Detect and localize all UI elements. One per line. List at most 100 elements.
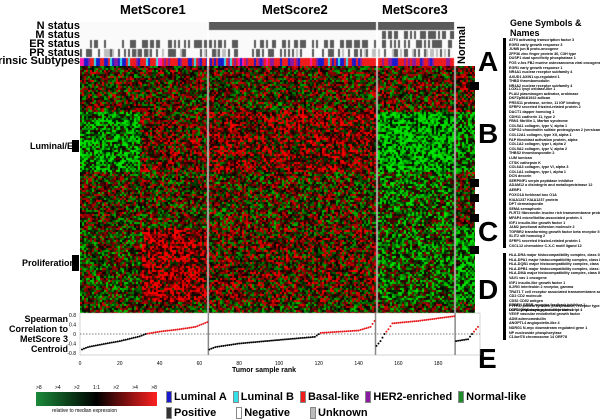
data-point: [379, 340, 382, 343]
x-tick-label: 80: [236, 361, 242, 367]
gene-name: THBD thrombomodulin: [509, 79, 550, 84]
data-point: [222, 344, 225, 347]
data-point: [399, 321, 402, 324]
data-point: [445, 316, 448, 319]
gene-name: C14orf78 chromosome 14 ORF78: [509, 335, 567, 340]
data-point: [248, 341, 251, 344]
data-point: [180, 327, 183, 330]
gene-name: FLRT2 fibronectin leucine rich transmemb…: [509, 211, 600, 216]
data-point: [230, 343, 233, 346]
legend-label: Unknown: [318, 407, 368, 419]
data-point: [264, 340, 267, 343]
data-point: [210, 347, 213, 350]
data-point: [347, 330, 350, 333]
gene-name: LOXL1 lysyl oxidase-like 1: [509, 87, 556, 91]
x-axis-label: Tumor sample rank: [232, 367, 297, 374]
data-point: [162, 330, 165, 333]
legend-item: Negative: [236, 407, 290, 419]
gene-name: IL2RG interleukin 2 receptor, gamma: [509, 285, 574, 290]
legend-label: Positive: [174, 407, 217, 419]
gene-name: PTPRC protein tyrosine phosphatase, rece…: [509, 303, 600, 308]
data-point: [122, 339, 125, 342]
cluster-marker: [470, 179, 479, 187]
data-point: [268, 339, 271, 342]
data-point: [425, 318, 428, 321]
data-point: [463, 338, 466, 341]
data-point: [367, 326, 370, 329]
data-point: [142, 333, 145, 336]
data-point: [168, 329, 171, 332]
legend-swatch: [299, 391, 306, 403]
data-point: [270, 339, 273, 342]
data-point: [353, 329, 356, 332]
x-tick-label: 160: [394, 361, 403, 367]
data-point: [293, 337, 296, 340]
legend-swatch: [458, 391, 465, 403]
y-tick-label: 0.8: [69, 313, 76, 319]
data-point: [371, 322, 374, 325]
data-point: [345, 330, 348, 333]
row-label-intrinsic-subtypes: Intrinsic Subtypes: [0, 55, 80, 67]
legend-label: HER2-enriched: [373, 391, 453, 403]
gene-name: SFRP1 secreted frizzled-related protein …: [509, 238, 581, 243]
gene-name: COL12A1 collagen, type XII, alpha 1: [509, 132, 572, 137]
data-point: [240, 342, 243, 345]
cluster-marker: [470, 214, 479, 222]
data-point: [307, 336, 310, 339]
data-point: [315, 334, 318, 337]
gene-name: KIAA1237 KIAA1237 protein: [509, 197, 558, 202]
data-point: [174, 328, 177, 331]
cluster-letter-a: A: [478, 46, 499, 77]
data-point: [80, 348, 83, 351]
data-point: [287, 338, 290, 341]
legend-item: Positive: [166, 407, 216, 419]
data-point: [156, 330, 159, 333]
gene-name: DUSP1 dual specificity phosphatase 1: [509, 56, 576, 61]
data-point: [158, 330, 161, 333]
gene-name: FOS v-fos FBJ murine osteosarcoma viral …: [509, 60, 600, 65]
data-point: [351, 329, 354, 332]
data-point: [178, 328, 181, 331]
gene-name: HLA-DRA major histocompatibility complex…: [509, 253, 600, 257]
data-point: [417, 319, 420, 322]
data-point: [128, 337, 131, 340]
data-point: [433, 317, 436, 320]
data-point: [148, 332, 151, 335]
data-point: [96, 344, 99, 347]
legend-item: Luminal A: [166, 391, 227, 403]
legend-swatch: [232, 391, 239, 403]
data-point: [242, 342, 245, 345]
data-point: [443, 316, 446, 319]
data-point: [172, 328, 175, 331]
gene-name: TGFBR2 transforming growth factor beta r…: [509, 229, 600, 234]
data-point: [447, 315, 450, 318]
data-point: [291, 337, 294, 340]
data-point: [317, 333, 320, 336]
data-point: [369, 325, 372, 328]
gene-name: IGF1 insulin-like growth factor 1: [509, 280, 566, 285]
gene-name: COL5A1 collagen, type V, alpha 1: [509, 123, 568, 128]
data-point: [431, 318, 434, 321]
sample-annotation-tracks: [80, 22, 475, 66]
data-point: [457, 339, 460, 342]
gene-name: MFAP4 microfibrillar-associated protein …: [509, 215, 582, 220]
gene-name: TRAT1 T cell receptor associated transme…: [509, 289, 600, 294]
color-scale-bar: [36, 392, 157, 406]
data-point: [437, 317, 440, 320]
color-scale-tick: >8: [36, 385, 42, 391]
data-point: [88, 345, 91, 348]
data-point: [170, 329, 173, 332]
color-scale-tick: >4: [55, 385, 61, 391]
data-point: [260, 340, 263, 343]
data-point: [182, 327, 185, 330]
gene-name: THBS2 thrombospondin 2: [509, 151, 555, 156]
gene-name: COL1A1 collagen, type I, alpha 1: [509, 169, 566, 174]
data-point: [208, 348, 211, 351]
y-tick-label: -0.4: [67, 342, 76, 348]
data-point: [118, 340, 121, 343]
row-label-pr-status: PR status: [29, 47, 80, 59]
gene-name: EGR3 early growth response 3: [509, 42, 563, 47]
data-point: [415, 320, 418, 323]
cluster-letter-e: E: [478, 343, 497, 374]
